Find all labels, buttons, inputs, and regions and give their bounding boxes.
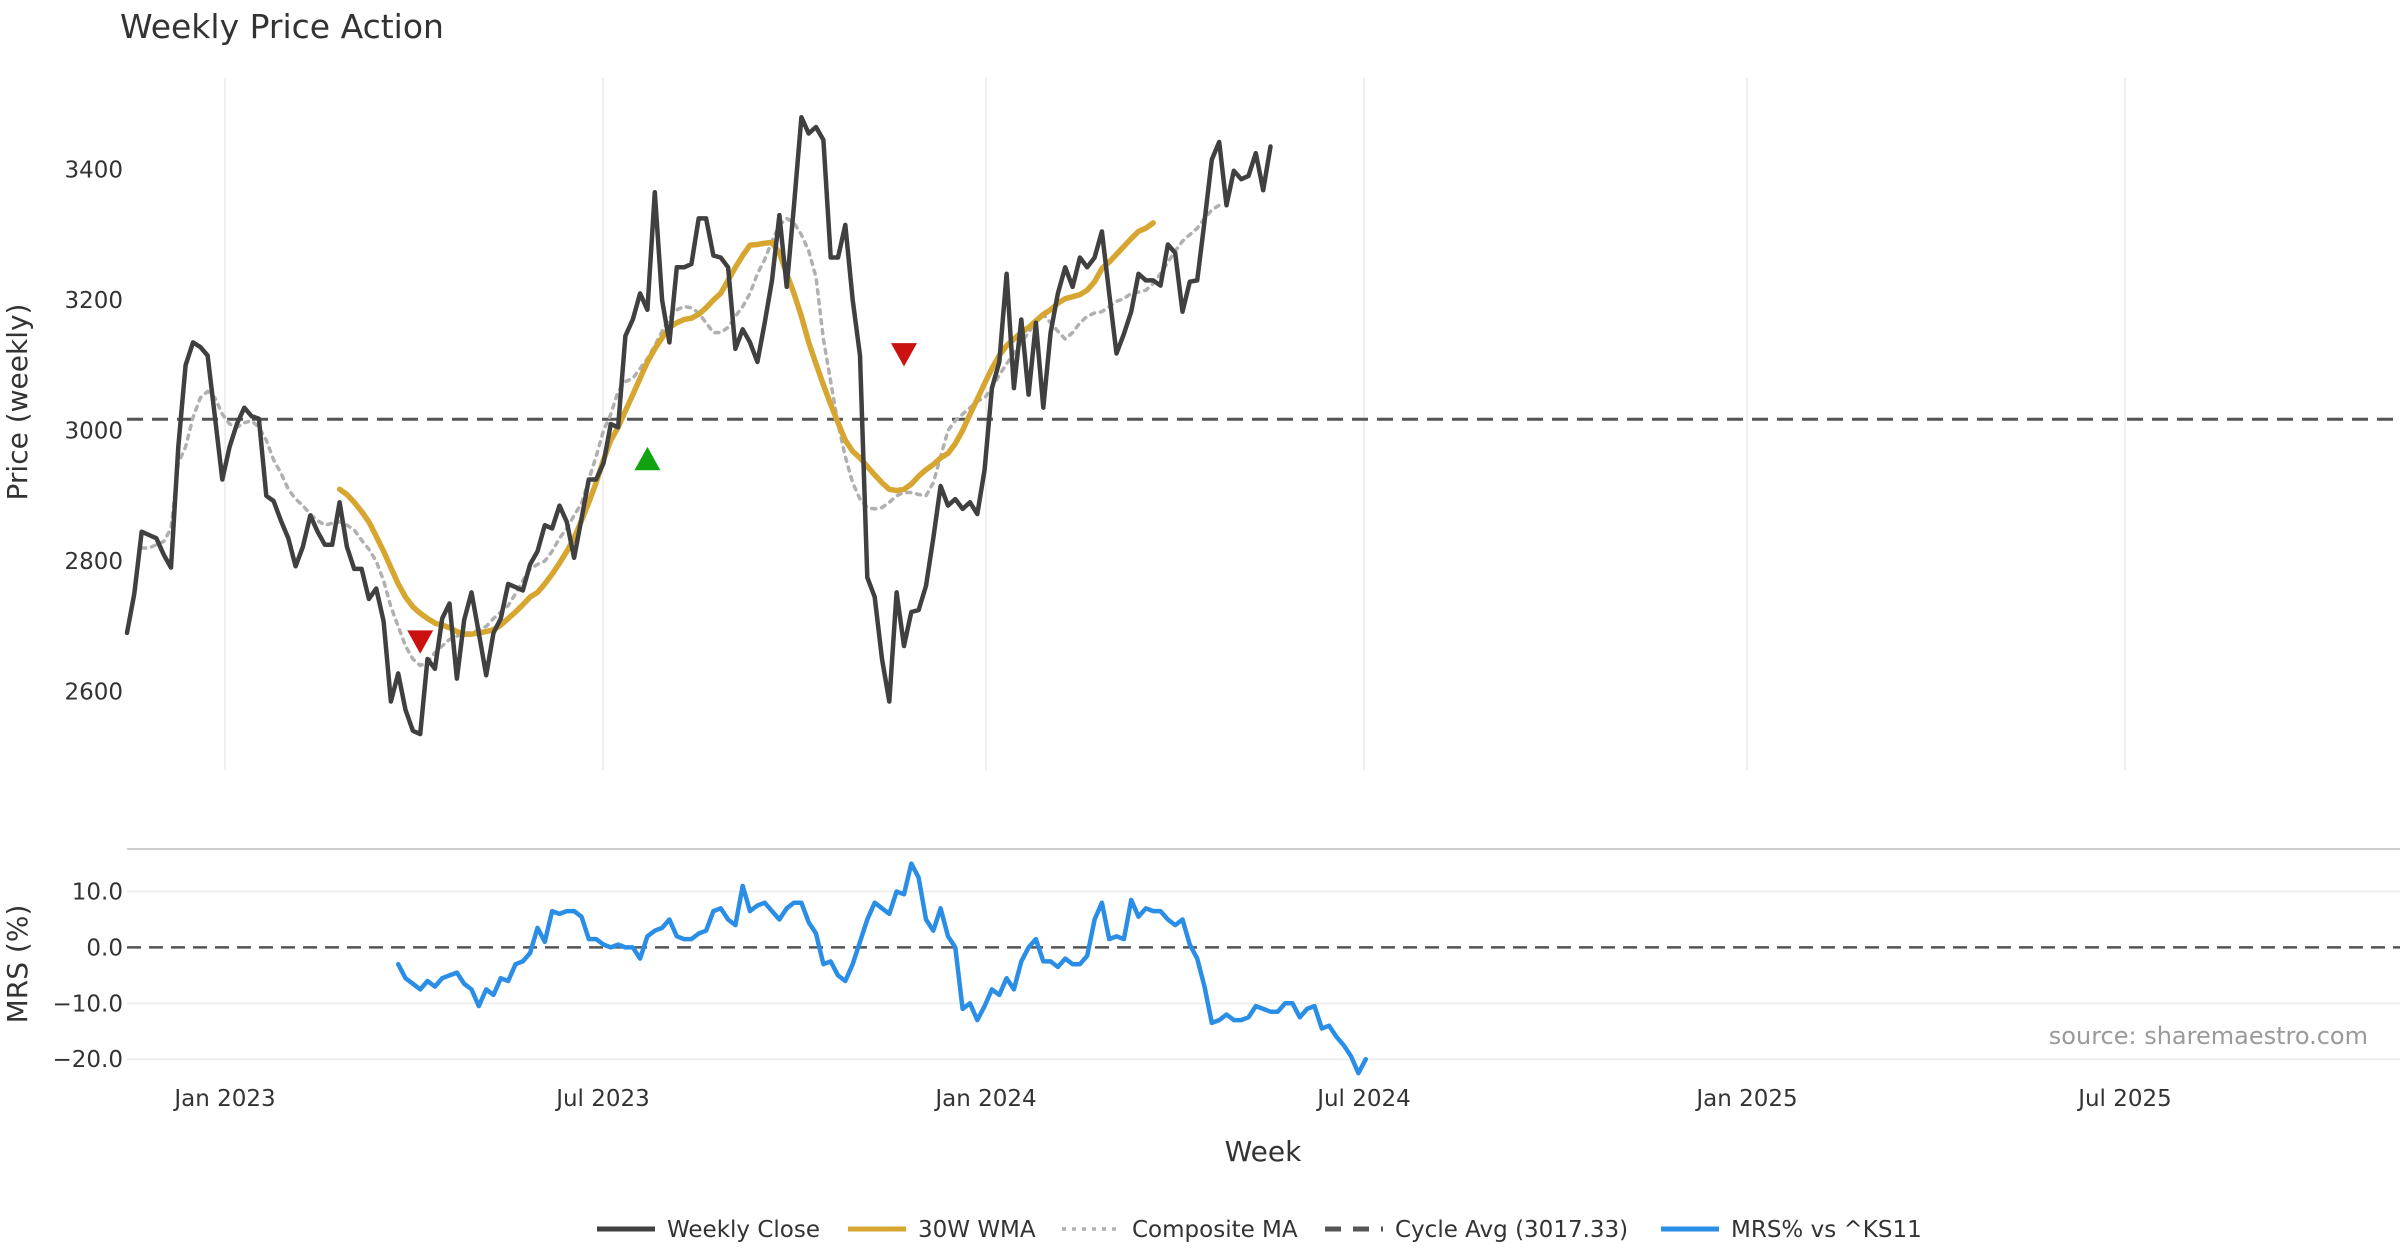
x-tick-label: Jan 2023 <box>172 1086 275 1112</box>
x-tick-label: Jul 2025 <box>2076 1086 2172 1112</box>
x-tick-label: Jan 2024 <box>933 1086 1036 1112</box>
signal-sell-marker <box>890 343 917 367</box>
mrs-y-tick-label: 0.0 <box>86 935 123 961</box>
signal-sell-marker <box>407 630 434 654</box>
chart-title: Weekly Price Action <box>120 7 444 46</box>
signal-buy-marker <box>634 446 661 471</box>
mrs-y-tick-label: 10.0 <box>72 880 123 906</box>
x-tick-label: Jan 2025 <box>1694 1086 1797 1112</box>
legend-label: 30W WMA <box>918 1217 1036 1243</box>
legend-label: Weekly Close <box>667 1217 820 1243</box>
legend: Weekly Close 30W WMA Composite MA Cycle Avg… <box>597 1217 1922 1243</box>
mrs-series-layer: MRS% vs ^KS11 <box>395 861 1369 1076</box>
x-axis-label: Week <box>1225 1135 1302 1168</box>
cycle-average-layer <box>127 417 2400 949</box>
price-y-tick-label: 2600 <box>64 680 123 706</box>
signal-markers <box>407 343 917 654</box>
x-tick-label: Jul 2023 <box>554 1086 650 1112</box>
grid-lines <box>127 78 2400 1060</box>
mrs-axis-label: MRS (%) <box>1 905 34 1024</box>
x-axis-ticks: Jan 2023 Jul 2023 Jan 2024 Jul 2024 Jan 2025… <box>172 1086 2171 1112</box>
price-series-layer: Composite MA30W WMAWeekly Close <box>124 114 1273 737</box>
price-y-tick-label: 3400 <box>64 157 123 183</box>
legend-label: Composite MA <box>1132 1217 1298 1243</box>
legend-label: MRS% vs ^KS11 <box>1731 1217 1922 1243</box>
price-axis-label: Price (weekly) <box>1 304 34 501</box>
price-y-tick-label: 3000 <box>64 419 123 445</box>
series-weekly-close: Weekly Close <box>124 114 1273 737</box>
mrs-y-tick-label: −10.0 <box>53 991 123 1017</box>
series-composite-ma: Composite MA <box>139 203 1221 668</box>
series-mrs: MRS% vs ^KS11 <box>395 861 1369 1076</box>
mrs-y-axis-ticks: −20.0 −10.0 0.0 10.0 <box>53 880 123 1074</box>
price-y-axis-ticks: 2600 2800 3000 3200 3400 <box>64 157 123 705</box>
x-tick-label: Jul 2024 <box>1315 1086 1411 1112</box>
source-watermark: source: sharemaestro.com <box>2049 1022 2368 1050</box>
price-y-tick-label: 2800 <box>64 549 123 575</box>
legend-label: Cycle Avg (3017.33) <box>1395 1217 1628 1243</box>
mrs-y-tick-label: −20.0 <box>53 1047 123 1073</box>
price-y-tick-label: 3200 <box>64 288 123 314</box>
